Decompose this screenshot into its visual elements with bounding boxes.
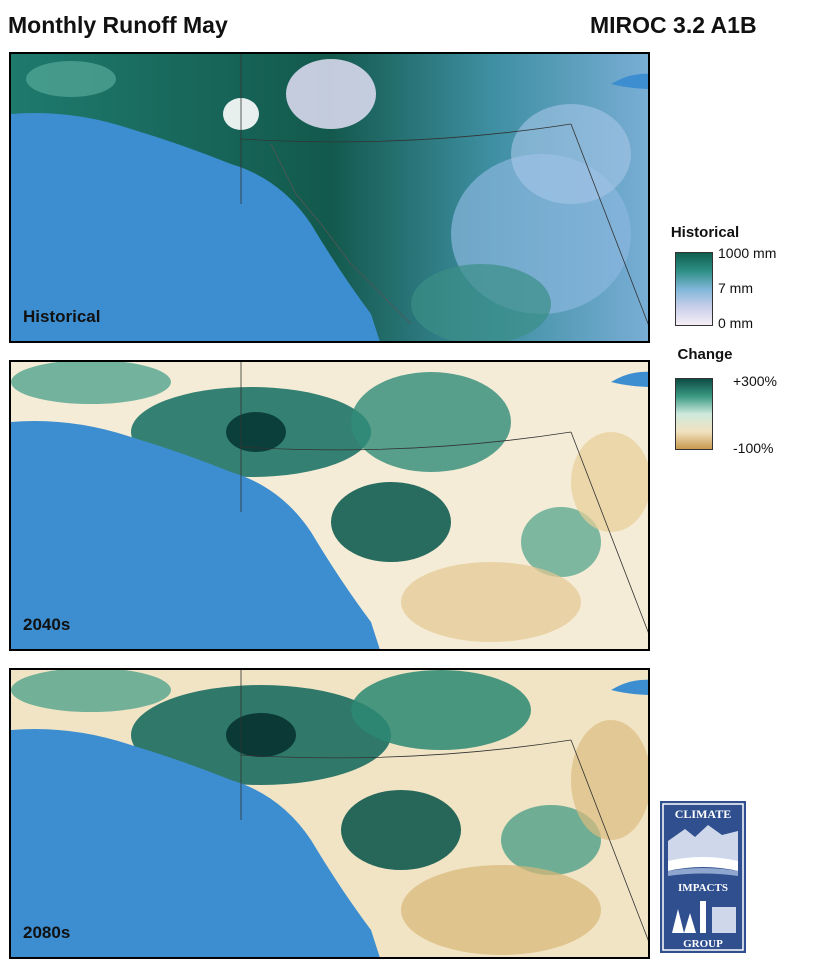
climate-impacts-group-logo: CLIMATE IMPACTS GROUP [660,801,746,953]
ocean [11,113,380,341]
legend-bar-historical [675,252,713,326]
logo-bottom-text: GROUP [683,938,723,950]
legend-tick-0: 0 mm [718,315,753,331]
legend-tick-plus300: +300% [733,373,777,389]
model-title: MIROC 3.2 A1B [590,12,757,38]
ocean [11,421,380,649]
panel-label-historical: Historical [23,307,101,326]
logo-middle-text: IMPACTS [678,882,728,894]
panel-label-2040s: 2040s [23,615,71,634]
legend-bar-change [675,378,713,450]
legend-tick-7: 7 mm [718,280,753,296]
historical-map [11,54,648,341]
logo-top-text: CLIMATE [675,807,731,821]
change-map-2080s [11,670,648,957]
map-panel-historical: Historical [9,52,650,343]
legend-tick-minus100: -100% [733,440,774,456]
legend-title-change: Change [677,346,733,363]
panel-label-2080s: 2080s [23,923,71,942]
legend-tick-1000: 1000 mm [718,245,777,261]
map-panel-2080s: 2080s [9,668,650,959]
map-title: Monthly Runoff May [8,12,228,38]
map-panel-2040s: 2040s [9,360,650,651]
legend-title-historical: Historical [670,224,740,241]
ocean [11,729,380,957]
change-map-2040s [11,362,648,649]
